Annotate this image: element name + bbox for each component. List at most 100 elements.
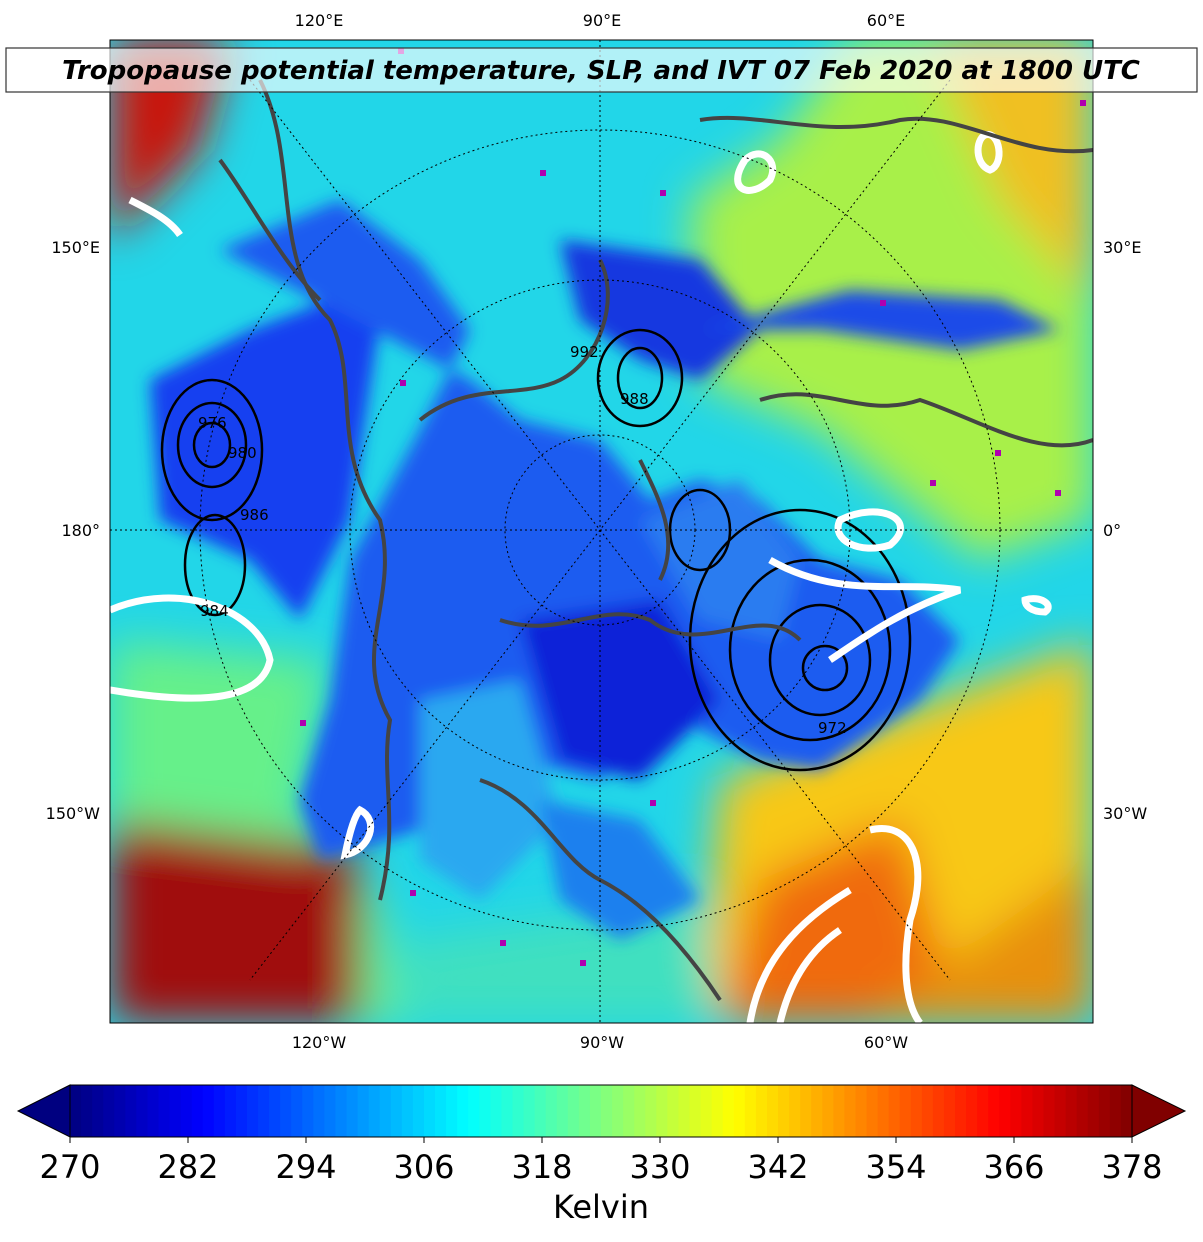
lon-label: 150°E — [51, 238, 100, 257]
colorbar-segment — [169, 1085, 182, 1137]
colorbar-segment — [512, 1085, 525, 1137]
colorbar-segment — [556, 1085, 569, 1137]
colorbar-extend — [16, 1084, 71, 1138]
colorbar-segment — [733, 1085, 746, 1137]
colorbar-segment — [766, 1085, 779, 1137]
colorbar-segment — [689, 1085, 702, 1137]
colorbar-segment — [357, 1085, 370, 1137]
graticule — [110, 40, 1093, 1023]
colorbar-segment — [324, 1085, 337, 1137]
colorbar-segment — [446, 1085, 458, 1137]
contour-label: 972 — [818, 719, 847, 737]
lon-label: 0° — [1103, 521, 1121, 540]
colorbar-segment — [988, 1085, 1000, 1137]
colorbar-segment — [1043, 1085, 1056, 1137]
colorbar-segment — [545, 1085, 558, 1137]
lon-label: 120°E — [295, 11, 344, 30]
colorbar-frame — [69, 1084, 1133, 1138]
colorbar-extend — [1131, 1084, 1187, 1138]
colorbar-segment — [755, 1085, 768, 1137]
colorbar-segment — [877, 1085, 890, 1137]
lon-label: 90°E — [583, 11, 621, 30]
contour-label: 984 — [200, 602, 229, 620]
colorbar-segment — [490, 1085, 503, 1137]
lon-label: 60°W — [864, 1033, 908, 1052]
contour-label: 992 — [570, 343, 599, 361]
colorbar-segment — [291, 1085, 303, 1137]
colorbar-segment — [744, 1085, 757, 1137]
colorbar-segment — [180, 1085, 193, 1137]
colorbar-segment — [523, 1085, 536, 1137]
contour-label: 986 — [240, 506, 269, 524]
colorbar-segment — [235, 1085, 248, 1137]
contour-label: 988 — [620, 390, 649, 408]
contour-label: 976 — [198, 414, 227, 432]
colorbar-segment — [1098, 1085, 1111, 1137]
colorbar-segment — [468, 1085, 480, 1137]
colorbar-tick-label: 270 — [39, 1148, 100, 1186]
colorbar-segment — [280, 1085, 292, 1137]
colorbar-segment — [778, 1085, 790, 1137]
colorbar-label: Kelvin — [553, 1188, 649, 1226]
colorbar-segment — [966, 1085, 978, 1137]
lon-label: 30°E — [1103, 238, 1141, 257]
lon-label: 120°W — [292, 1033, 347, 1052]
coastlines — [218, 79, 1093, 1002]
lon-label: 30°W — [1103, 804, 1147, 823]
colorbar-segment — [313, 1085, 326, 1137]
colorbar-segment — [1109, 1085, 1122, 1137]
colorbar-segment — [457, 1085, 469, 1137]
colorbar-segment — [424, 1085, 436, 1137]
colorbar-segment — [578, 1085, 591, 1137]
colorbar-segment — [1065, 1085, 1078, 1137]
colorbar-segment — [224, 1085, 237, 1137]
colorbar-segment — [999, 1085, 1011, 1137]
colorbar-segment — [612, 1085, 624, 1137]
colorbar-segment — [202, 1085, 215, 1137]
colorbar-segment — [501, 1085, 514, 1137]
colorbar-segment — [822, 1085, 834, 1137]
colorbar-segment — [125, 1085, 137, 1137]
colorbar-segment — [1032, 1085, 1045, 1137]
colorbar-segment — [932, 1085, 945, 1137]
colorbar-segment — [269, 1085, 281, 1137]
colorbar-segment — [567, 1085, 580, 1137]
contour-label: 980 — [228, 444, 257, 462]
colorbar: 270 282 294 306 318 330 342 354 366 378 — [16, 1084, 1187, 1186]
colorbar-segment — [158, 1085, 171, 1137]
lon-label: 180° — [61, 521, 100, 540]
colorbar-segment — [601, 1085, 613, 1137]
colorbar-segment — [955, 1085, 967, 1137]
colorbar-segment — [401, 1085, 414, 1137]
colorbar-segment — [899, 1085, 912, 1137]
colorbar-segment — [114, 1085, 126, 1137]
colorbar-segment — [645, 1085, 657, 1137]
colorbar-segment — [656, 1085, 668, 1137]
colorbar-segment — [667, 1085, 680, 1137]
colorbar-segment — [634, 1085, 646, 1137]
colorbar-segment — [92, 1085, 104, 1137]
colorbar-segment — [302, 1085, 314, 1137]
colorbar-tick-label: 366 — [983, 1148, 1044, 1186]
colorbar-segment — [1087, 1085, 1100, 1137]
lon-label: 150°W — [46, 804, 101, 823]
colorbar-segment — [711, 1085, 724, 1137]
colorbar-segment — [866, 1085, 879, 1137]
colorbar-segment — [1120, 1085, 1133, 1137]
colorbar-tick-label: 342 — [747, 1148, 808, 1186]
colorbar-segment — [390, 1085, 403, 1137]
title-box — [5, 47, 1198, 93]
colorbar-segment — [1021, 1085, 1034, 1137]
colorbar-segment — [479, 1085, 491, 1137]
colorbar-segment — [103, 1085, 115, 1137]
colorbar-segment — [811, 1085, 823, 1137]
colorbar-segment — [534, 1085, 547, 1137]
colorbar-segment — [247, 1085, 259, 1137]
colorbar-segment — [1076, 1085, 1089, 1137]
colorbar-segment — [1054, 1085, 1067, 1137]
colorbar-segment — [623, 1085, 635, 1137]
colorbar-tick-label: 354 — [865, 1148, 926, 1186]
colorbar-segment — [800, 1085, 812, 1137]
